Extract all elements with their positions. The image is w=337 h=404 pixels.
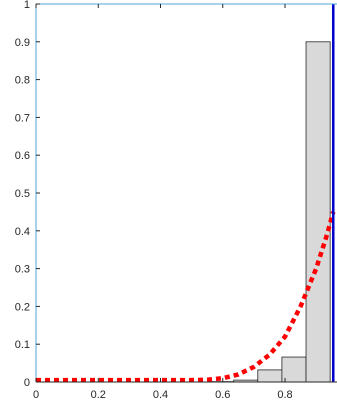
x-tick-label: 0 bbox=[33, 389, 39, 401]
x-tick-label: 0.6 bbox=[215, 389, 230, 401]
histogram-bar-4 bbox=[281, 356, 307, 383]
y-tick-label: 0.8 bbox=[15, 75, 30, 87]
y-tick-label: 0.3 bbox=[15, 264, 30, 276]
histogram-bar-5 bbox=[305, 41, 331, 383]
y-tick-label: 0.2 bbox=[15, 301, 30, 313]
histogram-bins bbox=[209, 41, 331, 383]
histogram-bar-3 bbox=[257, 369, 283, 383]
probability-curve bbox=[36, 211, 336, 383]
y-tick-label: 0.1 bbox=[15, 339, 30, 351]
x-tick-label: 0.8 bbox=[277, 389, 292, 401]
y-tick-label: 0.9 bbox=[15, 37, 30, 49]
y-tick-label: 0.7 bbox=[15, 112, 30, 124]
axes bbox=[35, 3, 337, 383]
y-tick-label: 0.6 bbox=[15, 150, 30, 162]
x-tick-label: 0.2 bbox=[91, 389, 106, 401]
y-tick-label: 1 bbox=[24, 0, 30, 11]
dotted-curve-line bbox=[36, 211, 336, 383]
y-tick-label: 0.4 bbox=[15, 226, 30, 238]
x-axis-ticks: 0 0.2 0.4 0.6 0.8 bbox=[33, 4, 293, 401]
y-tick-label: 0.5 bbox=[15, 188, 30, 200]
x-tick-label: 0.4 bbox=[153, 389, 168, 401]
y-axis-ticks: 0 0.1 0.2 0.3 0.4 0.5 0.6 0.7 0.8 0.9 1 bbox=[15, 0, 40, 389]
y-tick-label: 0 bbox=[24, 377, 30, 389]
